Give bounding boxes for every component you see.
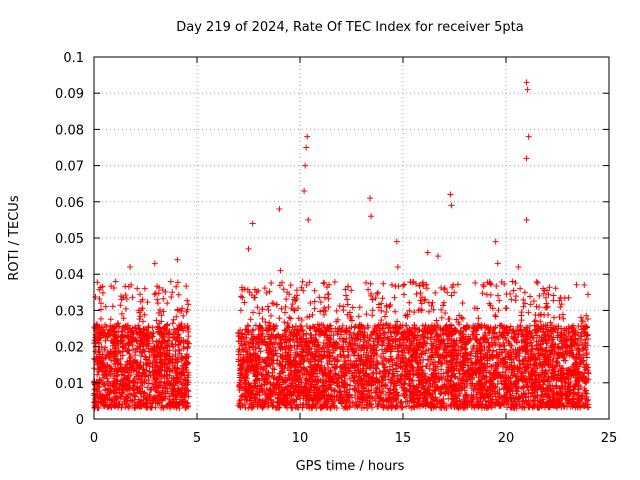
data-point (122, 283, 129, 290)
data-point (154, 399, 161, 406)
data-point (129, 294, 136, 301)
data-point (157, 306, 164, 313)
data-point (149, 324, 156, 331)
data-point (97, 300, 104, 307)
data-point (122, 403, 129, 410)
data-point (175, 291, 182, 298)
data-point (167, 278, 174, 285)
data-point (118, 333, 125, 340)
data-point (132, 324, 139, 331)
data-point (184, 403, 191, 410)
data-point (184, 297, 191, 304)
grid (94, 57, 609, 419)
data-point (581, 336, 588, 343)
data-point (395, 348, 402, 355)
data-point (109, 303, 116, 310)
data-point (149, 338, 156, 345)
data-point (94, 279, 101, 286)
data-point (102, 337, 109, 344)
data-point (125, 347, 132, 354)
data-point (102, 303, 109, 310)
data-point (141, 285, 148, 292)
data-point (122, 305, 129, 312)
data-point (99, 289, 106, 296)
data-marks (91, 79, 592, 412)
data-point (126, 357, 133, 364)
data-point (102, 368, 109, 375)
data-point (179, 355, 186, 362)
data-point (117, 302, 124, 309)
data-point (158, 372, 165, 379)
data-point (107, 371, 114, 378)
data-point (151, 291, 158, 298)
data-point (402, 322, 409, 329)
data-point (108, 368, 115, 375)
data-point (99, 392, 106, 399)
data-point (141, 379, 148, 386)
data-point (257, 348, 264, 355)
data-point (168, 294, 175, 301)
data-point (136, 291, 143, 298)
data-point (104, 375, 111, 382)
data-point (117, 355, 124, 362)
data-point (98, 326, 105, 333)
data-point (160, 295, 167, 302)
data-point (185, 301, 192, 308)
data-point (185, 326, 192, 333)
data-point (102, 354, 109, 361)
data-point (154, 300, 161, 307)
data-point (118, 371, 125, 378)
data-point (97, 306, 104, 313)
data-point (135, 322, 142, 329)
data-point (123, 295, 130, 302)
data-point (183, 283, 190, 290)
data-point (155, 290, 162, 297)
data-point (134, 389, 141, 396)
data-point (531, 397, 538, 404)
data-point (97, 315, 104, 322)
data-point (175, 341, 182, 348)
data-point (154, 296, 161, 303)
data-point (113, 323, 120, 330)
data-point (185, 393, 192, 400)
data-point (164, 300, 171, 307)
data-point (129, 325, 136, 332)
chart-title: Day 219 of 2024, Rate Of TEC Index for r… (176, 20, 524, 35)
data-point (185, 333, 192, 340)
data-point (93, 353, 100, 360)
data-point (170, 316, 177, 323)
data-point (173, 313, 180, 320)
data-point (173, 336, 180, 343)
data-point (184, 322, 191, 329)
data-point (127, 353, 134, 360)
data-point (123, 358, 130, 365)
data-point (145, 380, 152, 387)
data-point (169, 320, 176, 327)
data-point (153, 317, 160, 324)
data-point (107, 316, 114, 323)
data-point (164, 403, 171, 410)
data-point (182, 392, 189, 399)
data-point (175, 346, 182, 353)
